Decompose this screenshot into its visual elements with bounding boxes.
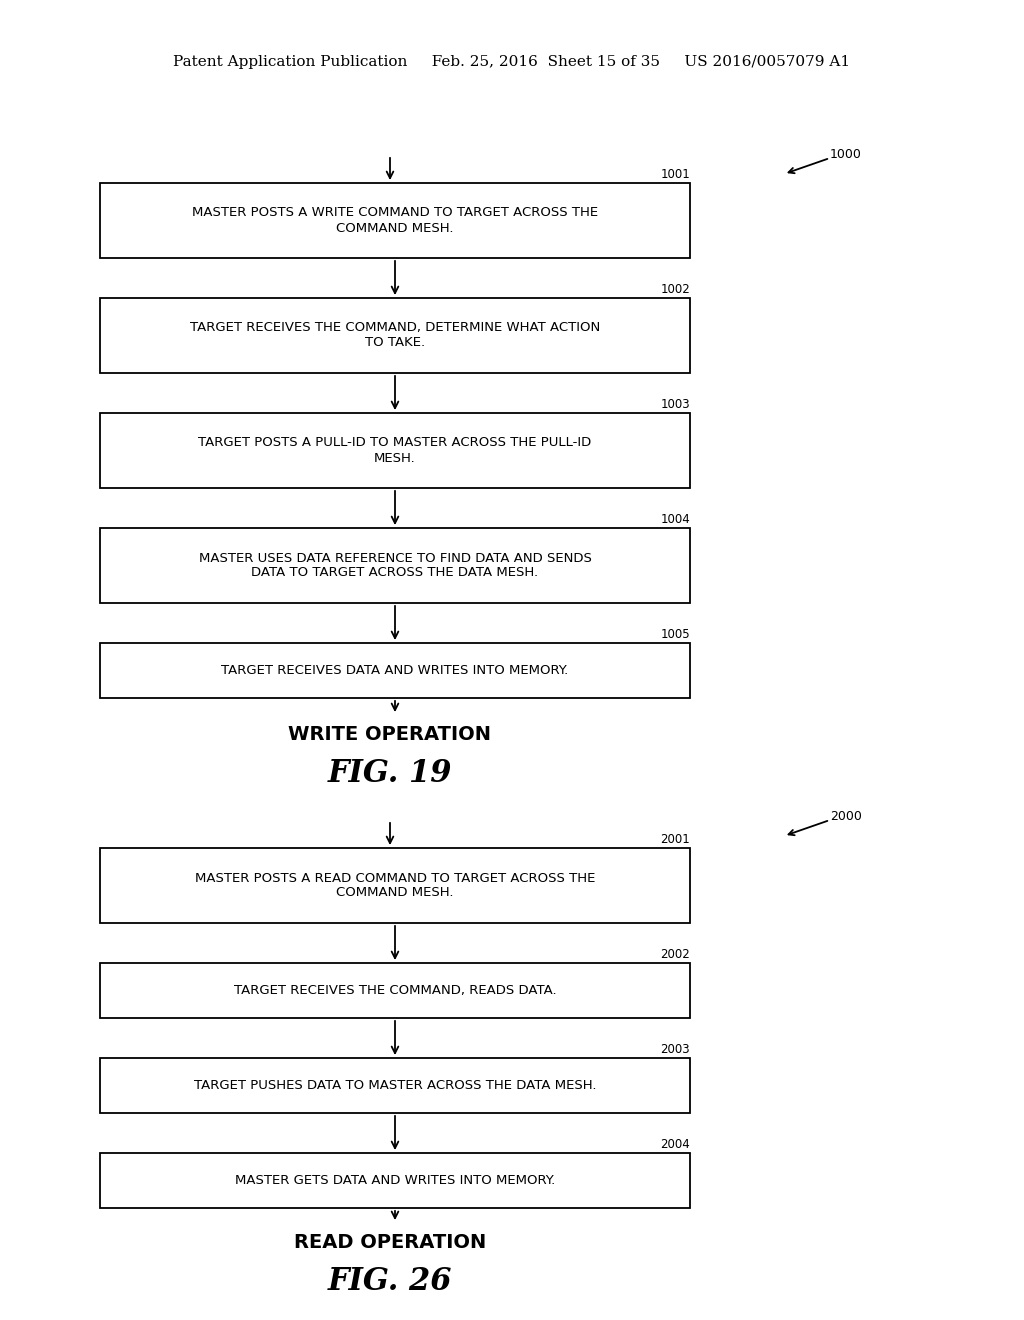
Text: FIG. 19: FIG. 19: [328, 758, 453, 789]
Bar: [100, 847, 690, 923]
Bar: [100, 183, 690, 257]
Text: 2003: 2003: [660, 1043, 690, 1056]
Text: 2001: 2001: [660, 833, 690, 846]
Text: 1003: 1003: [660, 399, 690, 411]
Bar: [100, 643, 690, 698]
Text: TARGET RECEIVES DATA AND WRITES INTO MEMORY.: TARGET RECEIVES DATA AND WRITES INTO MEM…: [221, 664, 568, 677]
Text: 1000: 1000: [830, 148, 862, 161]
Text: TARGET RECEIVES THE COMMAND, DETERMINE WHAT ACTION
TO TAKE.: TARGET RECEIVES THE COMMAND, DETERMINE W…: [189, 322, 600, 350]
Text: 2002: 2002: [660, 948, 690, 961]
Text: TARGET POSTS A PULL-ID TO MASTER ACROSS THE PULL-ID
MESH.: TARGET POSTS A PULL-ID TO MASTER ACROSS …: [199, 437, 592, 465]
Text: MASTER GETS DATA AND WRITES INTO MEMORY.: MASTER GETS DATA AND WRITES INTO MEMORY.: [234, 1173, 555, 1187]
Text: TARGET RECEIVES THE COMMAND, READS DATA.: TARGET RECEIVES THE COMMAND, READS DATA.: [233, 983, 556, 997]
Bar: [100, 1152, 690, 1208]
Text: 1005: 1005: [660, 628, 690, 642]
Bar: [100, 528, 690, 603]
Bar: [100, 413, 690, 488]
Text: 1004: 1004: [660, 513, 690, 525]
Text: 1001: 1001: [660, 168, 690, 181]
Text: MASTER POSTS A READ COMMAND TO TARGET ACROSS THE
COMMAND MESH.: MASTER POSTS A READ COMMAND TO TARGET AC…: [195, 871, 595, 899]
Bar: [100, 964, 690, 1018]
Text: FIG. 26: FIG. 26: [328, 1266, 453, 1298]
Text: MASTER POSTS A WRITE COMMAND TO TARGET ACROSS THE
COMMAND MESH.: MASTER POSTS A WRITE COMMAND TO TARGET A…: [191, 206, 598, 235]
Text: WRITE OPERATION: WRITE OPERATION: [289, 725, 492, 744]
Text: 1002: 1002: [660, 282, 690, 296]
Text: TARGET PUSHES DATA TO MASTER ACROSS THE DATA MESH.: TARGET PUSHES DATA TO MASTER ACROSS THE …: [194, 1078, 596, 1092]
Text: Patent Application Publication     Feb. 25, 2016  Sheet 15 of 35     US 2016/005: Patent Application Publication Feb. 25, …: [173, 55, 851, 69]
Bar: [100, 1059, 690, 1113]
Text: 2000: 2000: [830, 810, 862, 822]
Bar: [100, 298, 690, 374]
Text: READ OPERATION: READ OPERATION: [294, 1233, 486, 1251]
Text: MASTER USES DATA REFERENCE TO FIND DATA AND SENDS
DATA TO TARGET ACROSS THE DATA: MASTER USES DATA REFERENCE TO FIND DATA …: [199, 552, 592, 579]
Text: 2004: 2004: [660, 1138, 690, 1151]
